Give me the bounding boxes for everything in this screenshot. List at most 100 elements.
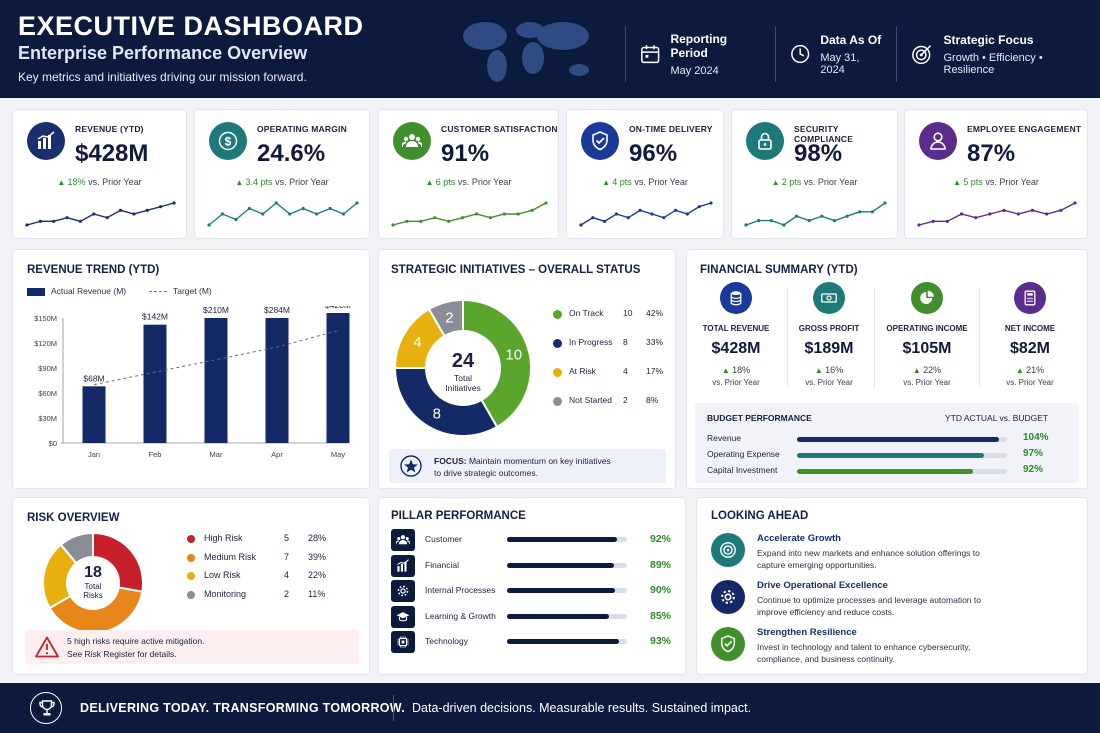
looking-ahead-item[interactable]: Strengthen Resilience Invest in technolog… [711, 627, 1011, 671]
kpi-icon-badge: $ [209, 122, 247, 160]
sparkline-point [794, 214, 799, 218]
sparkline-point [673, 208, 678, 212]
financial-value: $189M [804, 340, 854, 357]
donut-segment[interactable] [48, 586, 144, 634]
kpi-card[interactable]: ON-TIME DELIVERY 96% ▲ 4 pts vs. Prior Yea… [566, 109, 724, 239]
looking-ahead-item[interactable]: Drive Operational Excellence Continue to … [711, 580, 1011, 624]
sparkline-point [782, 223, 786, 227]
kpi-change: ▲ 4 pts vs. Prior Year [567, 177, 723, 187]
pillar-bar-track [507, 613, 627, 619]
kpi-card[interactable]: CUSTOMER SATISFACTION 91% ▲ 6 pts vs. Prio… [378, 109, 559, 239]
legend-dot [187, 535, 195, 543]
financial-value: $428M [711, 340, 761, 357]
pillar-row[interactable]: Internal Processes 90% [391, 580, 671, 602]
kpi-change-vs: vs. Prior Year [634, 177, 688, 187]
budget-row-label: Capital Investment [707, 465, 778, 475]
legend-count: 8 [623, 337, 628, 347]
sparkline-point [591, 216, 595, 220]
sparkline-path [745, 202, 886, 226]
looking-ahead-text: Continue to optimize processes and lever… [757, 595, 981, 617]
looking-ahead-heading: Strengthen Resilience [757, 627, 857, 638]
pillar-row[interactable]: Technology 93% [391, 631, 671, 653]
financial-title: FINANCIAL SUMMARY (YTD) [700, 264, 858, 276]
donut-segment[interactable] [59, 531, 94, 565]
kpi-card[interactable]: REVENUE (YTD) $428M ▲ 18% vs. Prior Year [12, 109, 187, 239]
warning-icon [35, 636, 59, 658]
risk-overview-card: RISK OVERVIEW 18 Total Risks High Risk 5 2… [12, 497, 370, 675]
donut-segment[interactable] [462, 298, 532, 429]
kpi-card[interactable]: EMPLOYEE ENGAGEMENT 87% ▲ 5 pts vs. Prior … [904, 109, 1088, 239]
budget-row-label: Revenue [707, 433, 742, 443]
revenue-trend-card: REVENUE TREND (YTD) Actual Revenue (M) T… [12, 249, 370, 489]
sparkline-path [208, 202, 358, 226]
donut-segment[interactable] [393, 367, 499, 437]
focus-label: FOCUS: [434, 456, 467, 466]
kpi-change-value: 4 pts [612, 177, 632, 187]
bar-data-label: $142M [142, 312, 168, 322]
sparkline-point [945, 219, 949, 223]
legend-dot [553, 368, 562, 377]
legend-label: Medium Risk [204, 551, 257, 562]
donut-segment[interactable] [427, 298, 464, 338]
kpi-card[interactable]: SECURITY COMPLIANCE 98% ▲ 2 pts vs. Prior … [731, 109, 898, 239]
pillar-percent: 85% [650, 609, 672, 622]
risk-center: 18 Total Risks [63, 564, 123, 600]
revenue-bar[interactable] [204, 318, 228, 443]
legend-label: Not Started [569, 395, 612, 405]
revenue-bar[interactable] [82, 386, 106, 443]
bar-data-label: $210M [203, 306, 229, 315]
up-arrow-icon: ▲ [235, 178, 246, 187]
pillar-row[interactable]: Financial 89% [391, 554, 671, 577]
kpi-sparkline [207, 201, 359, 227]
financial-metric[interactable]: OPERATING INCOME $105M ▲ 22% vs. Prior Year [874, 282, 980, 387]
lock-icon [758, 132, 772, 150]
revenue-bar[interactable] [265, 318, 289, 443]
financial-metric[interactable]: NET INCOME $82M ▲ 21% vs. Prior Year [977, 282, 1083, 387]
financial-change: ▲ 16% [776, 365, 882, 375]
looking-ahead-title: LOOKING AHEAD [711, 510, 809, 522]
kpi-change-value: 6 pts [435, 177, 456, 187]
revenue-bar[interactable] [143, 324, 167, 443]
sparkline-path [918, 202, 1076, 226]
kpi-change-vs: vs. Prior Year [803, 177, 858, 187]
sparkline-point [474, 212, 479, 216]
financial-metric[interactable]: TOTAL REVENUE $428M ▲ 18% vs. Prior Year [683, 282, 789, 387]
kpi-change: ▲ 3.4 pts vs. Prior Year [195, 177, 369, 187]
pillar-percent: 92% [650, 533, 672, 545]
y-tick-label: $60M [38, 389, 57, 398]
budget-title: BUDGET PERFORMANCE [707, 413, 812, 423]
financial-change: ▲ 18% [683, 365, 789, 375]
legend-percent: 28% [308, 533, 327, 543]
revenue-bar[interactable] [326, 313, 350, 443]
legend-percent: 22% [308, 570, 327, 580]
legend-target: Target (M) [149, 286, 212, 296]
up-arrow-icon: ▲ [771, 178, 782, 187]
sparkline-point [172, 201, 176, 205]
kpi-card[interactable]: $ OPERATING MARGIN 24.6% ▲ 3.4 pts vs. Prio… [194, 109, 370, 239]
risk-legend-item: Monitoring 2 11% [187, 589, 337, 603]
financial-metric[interactable]: GROSS PROFIT $189M ▲ 16% vs. Prior Year [776, 282, 882, 387]
sparkline-point [159, 205, 163, 209]
financial-summary-card: FINANCIAL SUMMARY (YTD) TOTAL REVENUE $42… [686, 249, 1088, 489]
clock-icon [791, 44, 810, 64]
kpi-value: 98% [794, 140, 843, 167]
looking-ahead-item[interactable]: Accelerate Growth Expand into new markets… [711, 533, 1011, 577]
financial-change-value: 16% [825, 365, 844, 375]
pillar-row[interactable]: Learning & Growth 85% [391, 605, 672, 628]
financial-change-value: 18% [732, 365, 751, 375]
svg-text:$: $ [225, 135, 232, 149]
pillar-row[interactable]: Customer 92% [391, 529, 671, 551]
reporting-period-value: May 2024 [670, 64, 719, 77]
kpi-sparkline [744, 201, 887, 227]
legend-percent: 8% [646, 395, 659, 405]
gear-icon [397, 585, 409, 597]
pillar-bar-fill [507, 537, 618, 542]
focus-text-2: to drive strategic outcomes. [434, 468, 538, 478]
pillar-percent: 90% [650, 584, 672, 596]
budget-row: Revenue 104% [707, 432, 1067, 446]
users-icon [402, 134, 422, 148]
initiatives-legend-item: Not Started 2 8% [553, 395, 673, 409]
sparkline-point [1059, 208, 1063, 212]
kpi-icon-badge [746, 122, 784, 160]
budget-bar-fill [797, 453, 984, 458]
